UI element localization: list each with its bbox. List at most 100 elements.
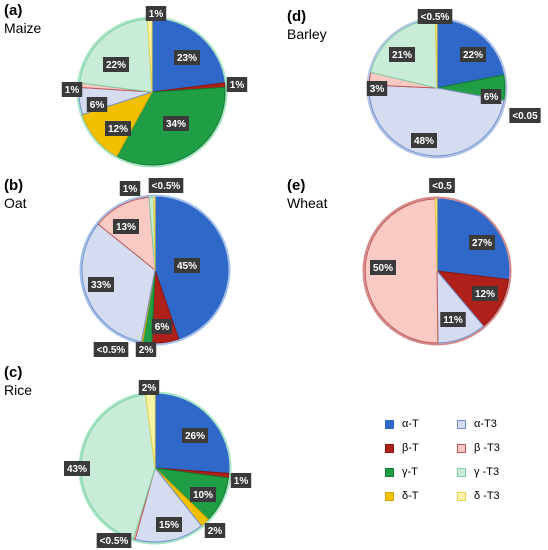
pie-b-label-alpha-T: 45% — [173, 258, 201, 273]
svg-text:50%: 50% — [373, 263, 393, 274]
legend-label-delta-T3: δ -T3 — [474, 490, 500, 502]
pie-b-label-delta-T3: <0.5% — [148, 178, 184, 193]
pie-a-label-beta-T: 1% — [226, 77, 248, 92]
svg-text:45%: 45% — [177, 261, 197, 272]
pie-a-label-alpha-T3: 6% — [86, 97, 108, 112]
panel-e-crop: Wheat — [287, 195, 328, 211]
legend-item-gamma-T3: γ -T3 — [457, 466, 499, 478]
svg-text:1%: 1% — [123, 184, 138, 195]
legend-label-delta-T: δ-T — [402, 490, 419, 502]
pie-c-label-alpha-T: 26% — [181, 428, 209, 443]
legend-swatch-alpha-T — [385, 419, 394, 429]
pie-c-label-delta-T: 2% — [204, 523, 226, 538]
legend-label-beta-T: β-T — [402, 442, 419, 454]
legend-label-alpha-T3: α-T3 — [474, 418, 497, 430]
svg-text:3%: 3% — [370, 84, 385, 95]
pie-c-label-alpha-T3: 15% — [155, 517, 183, 532]
legend-label-alpha-T: α-T — [402, 418, 419, 430]
pie-b-label-alpha-T3: 33% — [87, 277, 115, 292]
svg-text:43%: 43% — [67, 464, 87, 475]
pie-b-label-beta-T3: 13% — [112, 219, 140, 234]
svg-text:6%: 6% — [155, 322, 170, 333]
pie-b-label-beta-T: 6% — [151, 319, 173, 334]
svg-text:12%: 12% — [108, 124, 128, 135]
pie-a-label-gamma-T3: 22% — [102, 57, 130, 72]
svg-text:1%: 1% — [234, 476, 249, 487]
legend-item-gamma-T: γ-T — [385, 466, 418, 478]
svg-text:<0.5%: <0.5% — [152, 181, 181, 192]
pie-e-label-alpha-T: 27% — [468, 235, 496, 250]
panel-b-letter: (b) — [4, 177, 24, 194]
pie-d-label-alpha-T: 22% — [459, 47, 487, 62]
svg-text:48%: 48% — [414, 136, 434, 147]
svg-text:1%: 1% — [149, 9, 164, 20]
pie-c-label-gamma-T: 10% — [189, 487, 217, 502]
svg-text:<0.5%: <0.5% — [97, 345, 126, 356]
svg-text:10%: 10% — [193, 490, 213, 501]
pie-e-slice-delta-T3 — [434, 198, 438, 272]
legend-swatch-delta-T — [385, 491, 394, 501]
pie-d-label-delta-T: <0.05 — [509, 108, 541, 123]
pie-c-label-delta-T3: 2% — [138, 380, 160, 395]
legend: α-T α-T3 β-T β -T3 γ-T γ -T3 δ-T δ -T3 — [385, 418, 535, 528]
legend-label-beta-T3: β -T3 — [474, 442, 500, 454]
pie-a-label-gamma-T: 34% — [162, 116, 190, 131]
svg-text:33%: 33% — [91, 280, 111, 291]
pie-c-label-beta-T3: <0.5% — [96, 533, 132, 548]
pie-d-label-alpha-T3: 48% — [410, 133, 438, 148]
panel-a-crop: Maize — [4, 20, 42, 36]
svg-text:22%: 22% — [463, 50, 483, 61]
panel-c-letter: (c) — [4, 364, 23, 381]
pie-a-label-alpha-T: 23% — [173, 50, 201, 65]
pie-d-label-delta-T3: <0.5% — [417, 9, 453, 24]
legend-swatch-beta-T — [385, 443, 394, 453]
pie-d-label-gamma-T3: 21% — [388, 47, 416, 62]
pie-b-label-delta-T: <0.5% — [93, 342, 129, 357]
legend-swatch-gamma-T3 — [457, 467, 466, 477]
svg-text:2%: 2% — [139, 345, 154, 356]
panel-e-letter: (e) — [287, 177, 306, 194]
pie-d-slice-alpha-T3 — [368, 84, 505, 157]
panel-c-crop: Rice — [4, 382, 33, 398]
svg-text:6%: 6% — [90, 100, 105, 111]
svg-text:2%: 2% — [208, 526, 223, 537]
svg-text:12%: 12% — [475, 289, 495, 300]
legend-swatch-alpha-T3 — [457, 419, 466, 429]
svg-text:<0.5%: <0.5% — [100, 536, 129, 547]
svg-text:26%: 26% — [185, 431, 205, 442]
legend-item-alpha-T3: α-T3 — [457, 418, 497, 430]
svg-text:1%: 1% — [65, 85, 80, 96]
svg-text:<0.5%: <0.5% — [421, 12, 450, 23]
panel-a-letter: (a) — [4, 2, 23, 19]
svg-text:23%: 23% — [177, 53, 197, 64]
legend-item-delta-T3: δ -T3 — [457, 490, 500, 502]
pie-a-label-beta-T3: 1% — [61, 82, 83, 97]
legend-swatch-gamma-T — [385, 467, 394, 477]
pie-e-label-alpha-T3: 11% — [440, 312, 466, 327]
pie-e-label-delta-T3: <0.5 — [429, 178, 455, 193]
pie-c-slice-alpha-T3 — [134, 467, 202, 543]
pie-b-slice-delta-T3 — [153, 196, 156, 271]
legend-item-alpha-T: α-T — [385, 418, 419, 430]
panel-d-letter: (d) — [287, 8, 307, 25]
svg-text:6%: 6% — [484, 92, 499, 103]
svg-text:22%: 22% — [106, 60, 126, 71]
svg-text:21%: 21% — [392, 50, 412, 61]
pie-a-slice-gamma-T3 — [79, 18, 153, 93]
pie-e-rim — [362, 196, 512, 346]
legend-swatch-beta-T3 — [457, 443, 466, 453]
panel-b-crop: Oat — [4, 195, 27, 211]
pie-e-slice-beta-T3 — [364, 198, 439, 344]
legend-item-beta-T: β-T — [385, 442, 419, 454]
pie-b-label-gamma-T3: 1% — [119, 181, 141, 196]
svg-text:15%: 15% — [159, 520, 179, 531]
svg-text:34%: 34% — [166, 119, 186, 130]
svg-text:11%: 11% — [443, 315, 463, 326]
legend-label-gamma-T: γ-T — [402, 466, 418, 478]
svg-text:<0.05: <0.05 — [512, 111, 538, 122]
legend-label-gamma-T3: γ -T3 — [474, 466, 500, 478]
pie-c-label-beta-T: 1% — [230, 473, 252, 488]
svg-text:2%: 2% — [142, 383, 157, 394]
pie-b-slice-alpha-T3 — [81, 223, 156, 343]
